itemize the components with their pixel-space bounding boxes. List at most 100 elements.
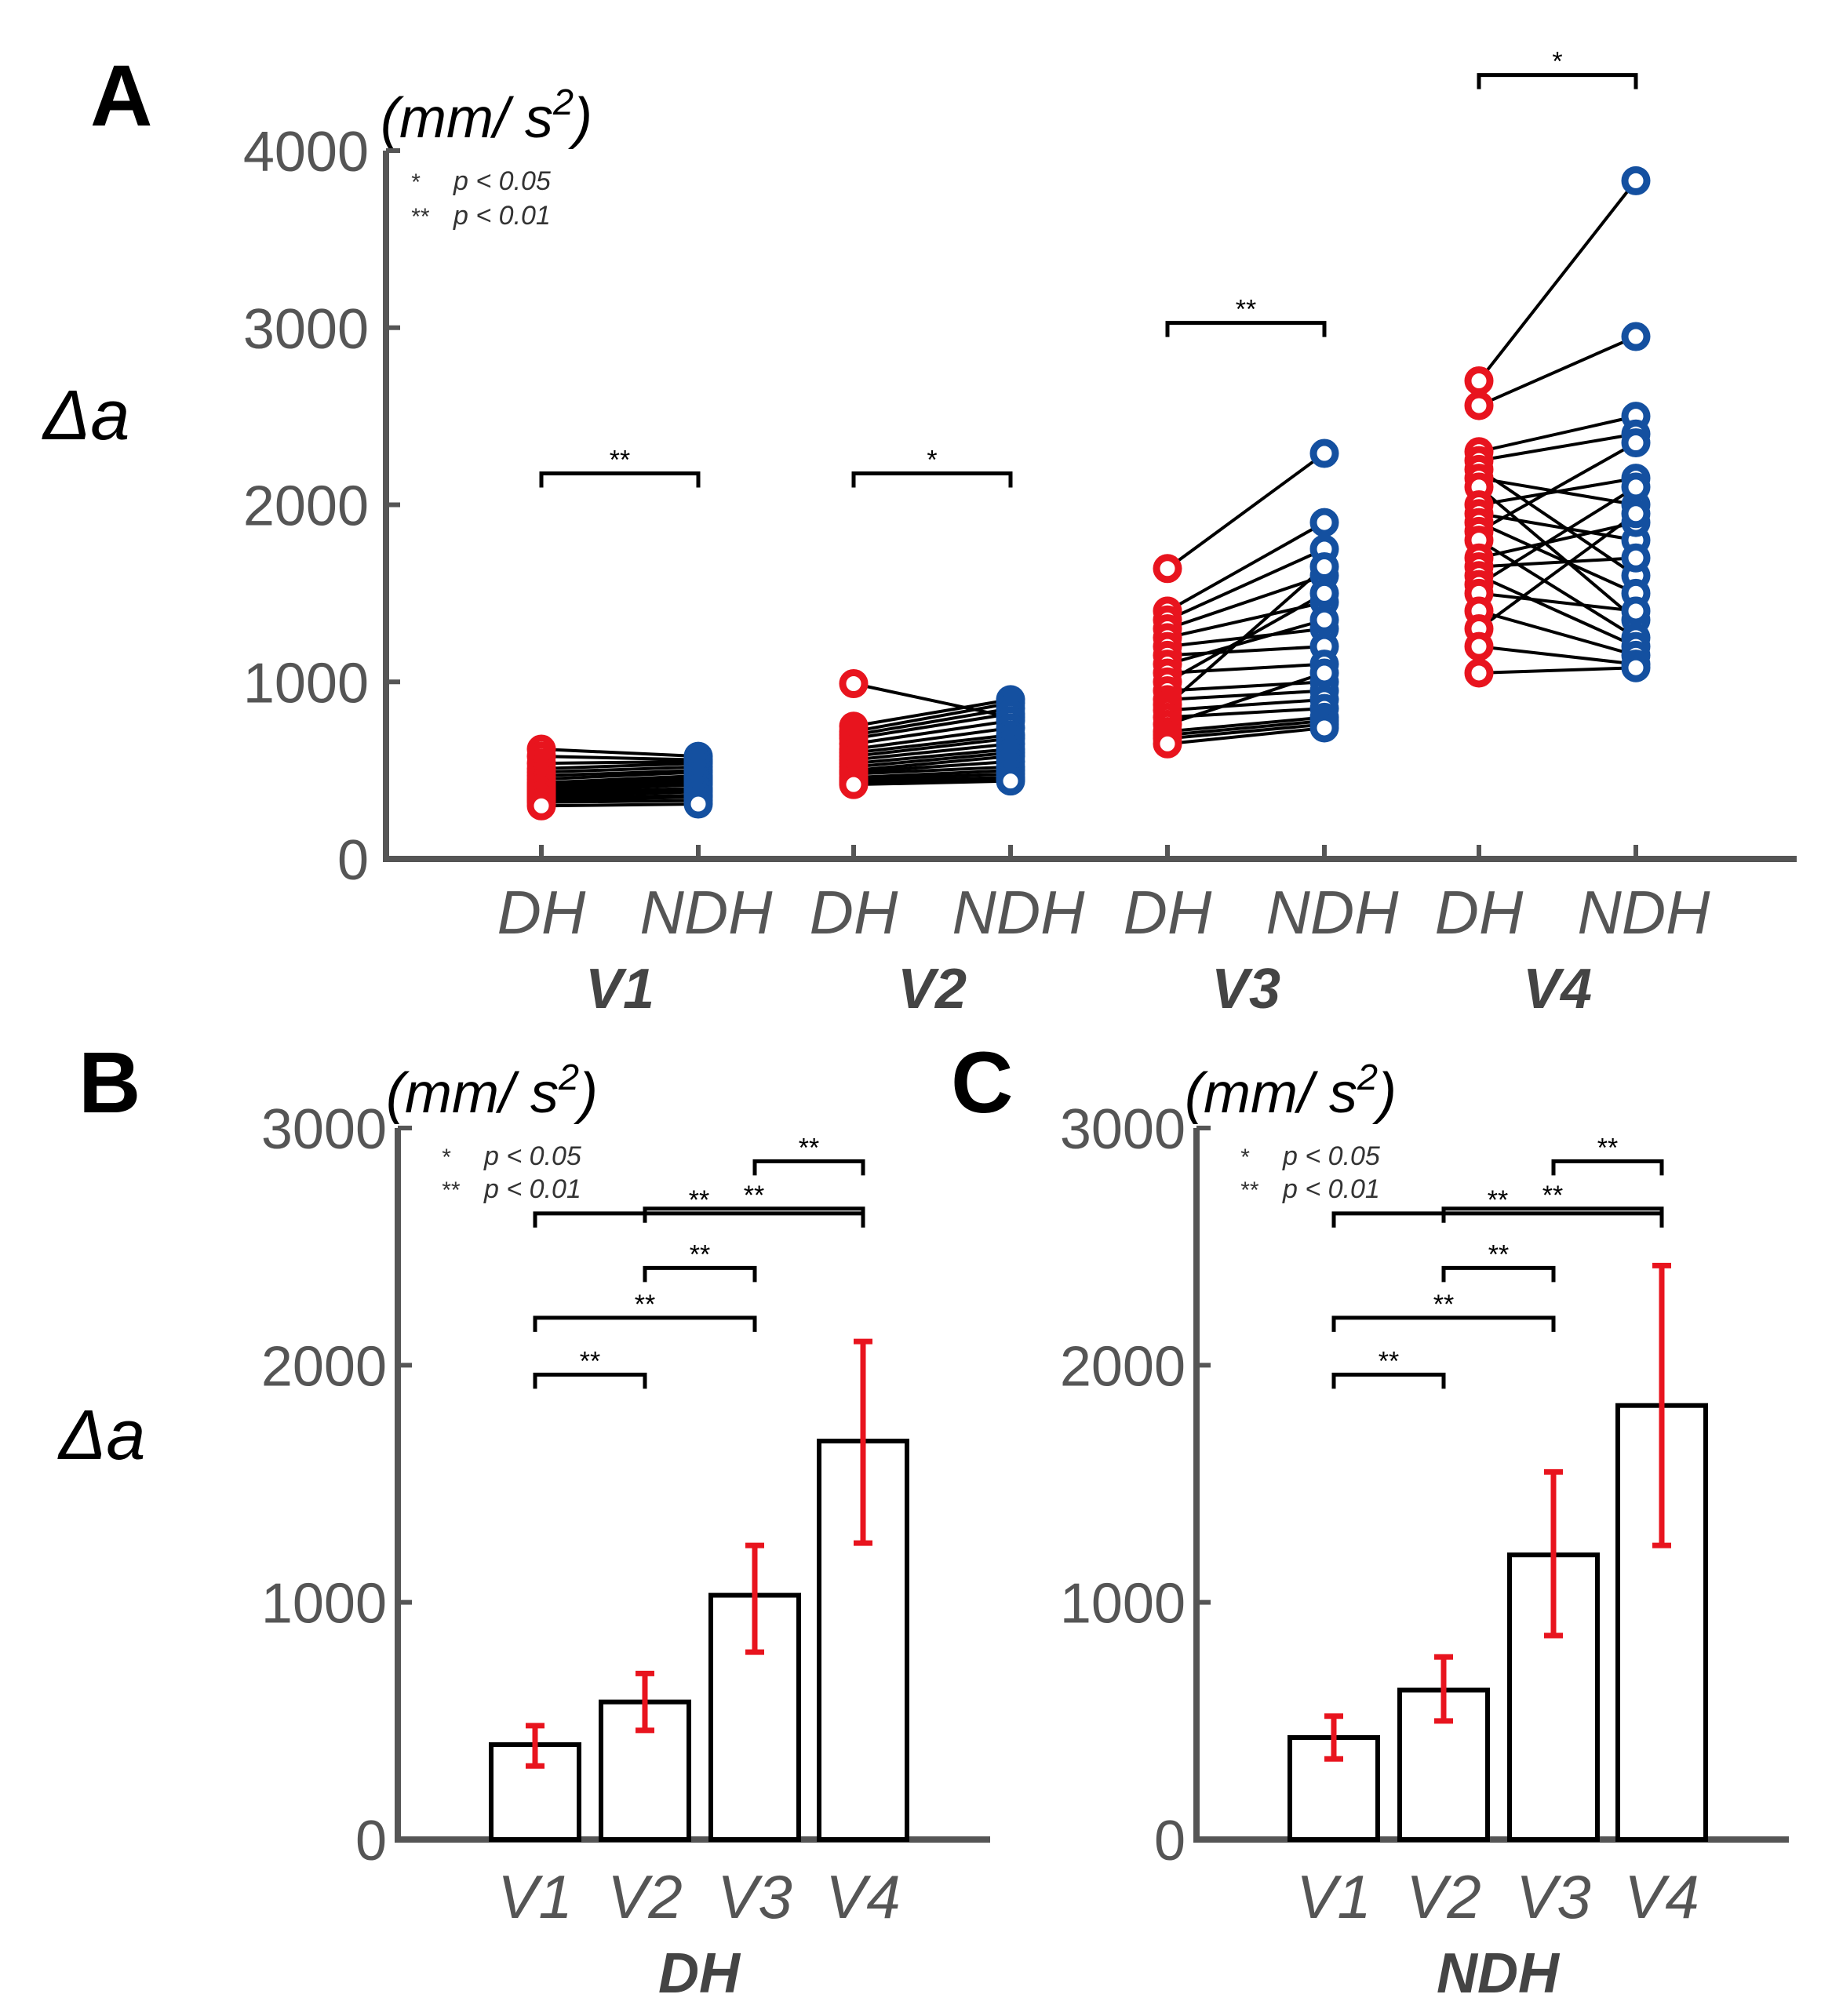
pair-line	[541, 773, 699, 784]
pair-line	[1167, 680, 1325, 693]
significance-bracket-a-label: *	[927, 446, 937, 475]
ndh-point	[996, 766, 1025, 796]
significance-bracket-c	[1331, 1315, 1556, 1332]
pair-line	[541, 799, 699, 804]
pair-line	[853, 751, 1011, 769]
panel-letter-b: B	[78, 1035, 140, 1131]
error-bar	[1544, 1468, 1563, 1639]
pair-line	[853, 769, 1011, 780]
legend-symbol: *	[410, 169, 421, 195]
x-category-label-a: NDH	[1578, 878, 1711, 947]
error-bar	[636, 1670, 654, 1734]
significance-bracket-b-label: **	[580, 1346, 600, 1376]
significance-bracket-a-label: *	[1552, 47, 1562, 77]
y-tick-label-b: 1000	[261, 1573, 387, 1636]
y-tick-label-b: 0	[355, 1810, 387, 1872]
pair-line	[541, 777, 699, 788]
x-category-label-a: DH	[1435, 878, 1524, 947]
pair-line	[853, 765, 1011, 776]
significance-bracket-c-label: **	[1379, 1346, 1399, 1376]
significance-bracket-a	[1165, 321, 1327, 337]
legend-symbol: **	[410, 204, 430, 230]
significance-bracket-b-label: **	[744, 1181, 764, 1210]
pair-line	[1167, 671, 1325, 726]
x-category-label-c: V1	[1296, 1862, 1371, 1931]
pair-line	[1478, 556, 1637, 569]
pair-line	[1478, 414, 1637, 453]
pair-line	[1477, 486, 1637, 586]
ndh-point	[683, 789, 713, 819]
pair-line	[1478, 573, 1637, 648]
pair-line	[541, 776, 699, 787]
pair-line	[541, 770, 699, 781]
significance-bracket-b	[643, 1206, 865, 1223]
significance-bracket-b-label: **	[799, 1133, 819, 1163]
x-category-label-b: V1	[497, 1862, 572, 1931]
legend-symbol: **	[441, 1177, 461, 1203]
unit-label-b: (mm/ s2)	[386, 1057, 598, 1125]
bar	[1397, 1687, 1490, 1843]
x-category-label-a: NDH	[640, 878, 774, 947]
pair-line	[853, 772, 1011, 781]
pair-line	[853, 719, 1011, 746]
y-tick-label-a: 1000	[243, 652, 369, 715]
pair-line	[1477, 180, 1637, 382]
legend-text: p < 0.01	[453, 201, 551, 231]
ndh-point	[1621, 428, 1651, 457]
significance-bracket-c-label: **	[1488, 1185, 1508, 1215]
pair-line	[541, 779, 699, 790]
y-tick-label-c: 2000	[1060, 1335, 1186, 1398]
significance-bracket-a	[851, 471, 1013, 488]
pair-line	[853, 707, 1011, 737]
pair-line	[541, 788, 699, 797]
group-label-a: V1	[585, 958, 654, 1021]
y-tick-label-a: 0	[337, 829, 369, 892]
significance-bracket-a-label: **	[1236, 295, 1256, 325]
group-label-a: V2	[898, 958, 967, 1021]
error-bar	[1652, 1262, 1671, 1548]
legend-symbol: *	[441, 1144, 451, 1170]
pair-line	[853, 711, 1011, 741]
significance-bracket-a	[1477, 73, 1638, 89]
x-axis-label-b: DH	[658, 1942, 741, 2005]
significance-bracket-b	[533, 1315, 757, 1332]
significance-bracket-b	[533, 1211, 865, 1228]
pair-line	[1477, 512, 1637, 631]
significance-bracket-c-label: **	[1433, 1290, 1454, 1319]
pair-line	[541, 781, 699, 791]
pair-line	[1477, 486, 1637, 621]
pair-line	[541, 786, 699, 795]
legend-text: p < 0.05	[1282, 1141, 1380, 1171]
panel-letter-c: C	[951, 1035, 1013, 1131]
pair-line	[1167, 662, 1325, 675]
y-tick-label-b: 3000	[261, 1098, 387, 1161]
pair-line	[1167, 618, 1325, 666]
pair-line	[541, 783, 699, 794]
pair-line	[853, 777, 1011, 784]
pair-line	[541, 790, 699, 799]
pair-line	[1167, 715, 1325, 733]
pair-line	[853, 726, 1011, 751]
dh-point	[839, 770, 869, 799]
panel-letter-a: A	[90, 48, 152, 144]
ndh-point	[1309, 552, 1339, 582]
legend-symbol: *	[1240, 1144, 1250, 1170]
legend-text: p < 0.05	[453, 166, 551, 196]
significance-bracket-b	[643, 1265, 757, 1283]
legend-text: p < 0.05	[483, 1141, 581, 1171]
y-tick-label-c: 0	[1154, 1810, 1186, 1872]
pair-line	[1166, 452, 1326, 570]
legend-symbol: **	[1240, 1177, 1259, 1203]
pair-line	[541, 759, 699, 766]
legend-text: p < 0.01	[483, 1174, 581, 1204]
significance-bracket-c-label: **	[1597, 1133, 1618, 1163]
dh-point	[1464, 366, 1494, 395]
significance-bracket-a	[539, 471, 701, 488]
pair-line	[541, 755, 699, 762]
ndh-point	[1309, 508, 1339, 537]
y-tick-label-c: 3000	[1060, 1098, 1186, 1161]
ndh-point	[1621, 596, 1651, 626]
significance-bracket-c	[1551, 1159, 1664, 1176]
x-category-label-c: V4	[1624, 1862, 1699, 1931]
pair-line	[1167, 573, 1325, 631]
